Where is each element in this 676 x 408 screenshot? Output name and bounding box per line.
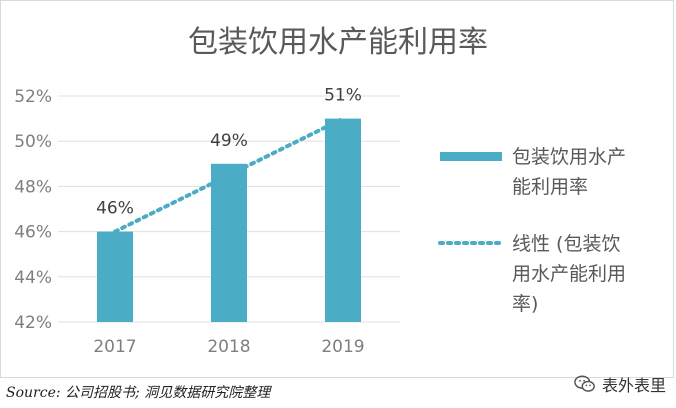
chart-title: 包装饮用水产能利用率	[188, 25, 488, 60]
bar	[97, 231, 133, 322]
bar-layer	[97, 118, 361, 322]
bar	[211, 163, 247, 322]
brand-name: 表外表里	[601, 376, 666, 395]
data-label: 51%	[324, 86, 362, 106]
data-label: 49%	[210, 131, 248, 151]
y-tick-label: 48%	[14, 177, 52, 197]
x-tick-label: 2017	[93, 337, 136, 357]
y-tick-label: 46%	[14, 223, 52, 243]
x-tick-label: 2018	[207, 337, 250, 357]
legend-trend-label-line-2: 用水产能利用	[512, 263, 626, 285]
wechat-icon	[574, 375, 595, 392]
bar	[325, 118, 361, 322]
trend-layer	[113, 116, 345, 234]
label-layer: 42% 44% 46% 48% 50% 52% 2017 46% 2018 49% 2019 51%	[14, 86, 364, 357]
y-tick-label: 52%	[14, 87, 52, 107]
trendline	[113, 116, 345, 234]
brand: 表外表里	[574, 372, 666, 396]
source-note: Source: 公司招股书; 洞见数据研究院整理	[6, 385, 271, 401]
legend-bar-label-line-2: 能利用率	[512, 176, 588, 198]
legend-trend-label-line-3: 率)	[512, 293, 538, 315]
legend-trend-label-line-1: 线性 (包装饮	[512, 233, 620, 255]
legend: 包装饮用水产 能利用率 线性 (包装饮 用水产能利用 率)	[438, 146, 626, 315]
legend-bar-label-line-1: 包装饮用水产	[512, 146, 626, 168]
chart-svg: 包装饮用水产能利用率 42% 44% 46% 48% 50% 52% 2017 46% 2018…	[14, 25, 626, 357]
legend-bar-swatch	[440, 152, 502, 161]
data-label: 46%	[96, 199, 134, 219]
x-tick-label: 2019	[321, 337, 364, 357]
y-tick-label: 50%	[14, 132, 52, 152]
y-tick-label: 44%	[14, 268, 52, 288]
y-tick-label: 42%	[14, 313, 52, 333]
